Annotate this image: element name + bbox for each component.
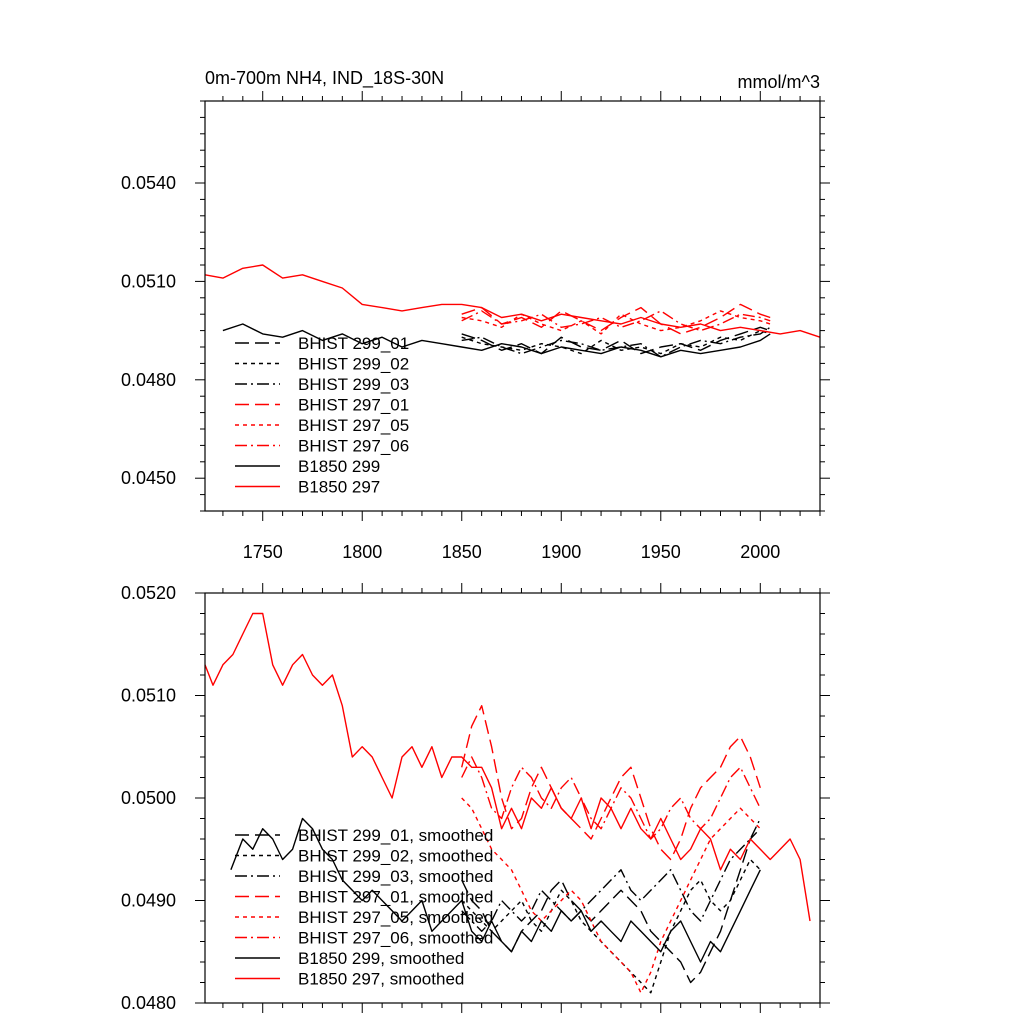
series-line-b1850-299-smoothed [230, 817, 761, 963]
legend-label: BHIST 299_02 [298, 355, 409, 374]
y-tick-label: 0.0480 [121, 370, 176, 390]
y-tick-label: 0.0510 [121, 686, 176, 706]
legend-label: BHIST 299_03 [298, 375, 409, 394]
y-tick-label: 0.0510 [121, 271, 176, 291]
y-tick-label: 0.0450 [121, 468, 176, 488]
x-tick-label: 1800 [342, 542, 382, 562]
legend-label: BHIST 297_06, smoothed [298, 929, 493, 948]
series-line-b1850-297-smoothed [204, 612, 811, 922]
legend-label: BHIST 297_06 [298, 437, 409, 456]
legend-label: BHIST 297_05, smoothed [298, 908, 493, 927]
legend-label: BHIST 297_05 [298, 416, 409, 435]
series-line-bhist-297-05-smoothed [461, 797, 761, 994]
legend-label: BHIST 297_01, smoothed [298, 888, 493, 907]
top-chart-title: 0m-700m NH4, IND_18S-30N [205, 68, 444, 89]
top-panel: 0m-700m NH4, IND_18S-30N mmol/m^3 1750 18… [121, 68, 830, 562]
legend-label: B1850 299, smoothed [298, 949, 464, 968]
y-tick-label: 0.0500 [121, 788, 176, 808]
legend-label: BHIST 299_02, smoothed [298, 847, 493, 866]
series-line-b1850-297 [204, 264, 821, 338]
legend-label: B1850 299 [298, 457, 380, 476]
x-tick-label: 1950 [641, 542, 681, 562]
legend-label: B1850 297 [298, 478, 380, 497]
series-line-bhist-297-01-smoothed [461, 705, 761, 861]
series-line-bhist-299-03-smoothed [461, 818, 761, 932]
series-line-bhist-299-03 [461, 326, 771, 358]
legend-label: BHIST 297_01 [298, 396, 409, 415]
series-line-bhist-297-06 [461, 310, 771, 332]
x-tick-label: 2000 [740, 542, 780, 562]
y-tick-label: 0.0490 [121, 891, 176, 911]
bottom-axis-ticks: 0.0480 0.0490 0.0500 0.0510 0.0520 [121, 583, 830, 1013]
x-tick-label: 1900 [541, 542, 581, 562]
legend-label: BHIST 299_01, smoothed [298, 826, 493, 845]
legend-label: B1850 297, smoothed [298, 970, 464, 989]
x-tick-label: 1850 [442, 542, 482, 562]
top-chart-units: mmol/m^3 [738, 72, 820, 92]
bottom-panel: 0.0480 0.0490 0.0500 0.0510 0.0520 BHIST 299… [121, 583, 830, 1013]
top-axis-ticks: 1750 1800 1850 1900 1950 2000 0.0450 0.0480 0.05… [121, 91, 830, 562]
y-tick-label: 0.0540 [121, 173, 176, 193]
legend-label: BHIST 299_01 [298, 334, 409, 353]
y-tick-label: 0.0520 [121, 583, 176, 603]
series-line-bhist-297-06-smoothed [461, 756, 761, 840]
top-series-group [204, 264, 821, 358]
legend-label: BHIST 299_03, smoothed [298, 867, 493, 886]
top-plot-frame [204, 100, 821, 512]
series-line-bhist-297-01 [461, 303, 771, 335]
bottom-legend: BHIST 299_01, smoothed BHIST 299_02, smoo… [235, 826, 493, 989]
x-tick-label: 1750 [243, 542, 283, 562]
bottom-series-group [204, 612, 811, 994]
series-line-bhist-299-02 [461, 329, 771, 355]
y-tick-label: 0.0480 [121, 993, 176, 1013]
series-line-bhist-297-05 [461, 310, 771, 335]
series-line-b1850-299 [222, 323, 771, 358]
